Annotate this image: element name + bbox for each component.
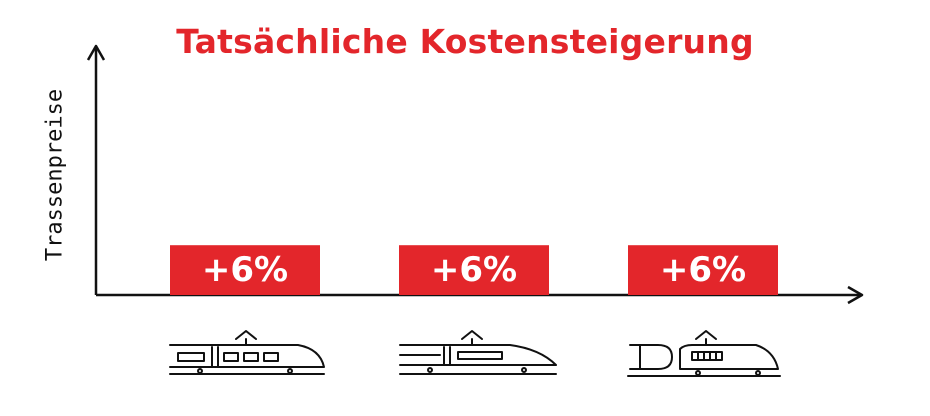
bar-3 [628, 245, 778, 295]
bar-2 [399, 245, 549, 295]
bar-1 [170, 245, 320, 295]
x-axis-arrow [847, 285, 864, 305]
bars-group: +6% +6% +6% [170, 245, 778, 295]
bar-value-label-2: +6% [431, 250, 517, 290]
intercity-train-icon [399, 330, 557, 375]
locomotive-train-icon [627, 330, 781, 377]
regional-train-icon [169, 330, 325, 375]
y-axis-label: Trassenpreise [43, 89, 68, 261]
chart-title: Tatsächliche Kostensteigerung [176, 22, 754, 61]
bar-value-label-3: +6% [660, 250, 746, 290]
bar-value-label-1: +6% [202, 250, 288, 290]
y-axis-arrow [86, 44, 106, 61]
